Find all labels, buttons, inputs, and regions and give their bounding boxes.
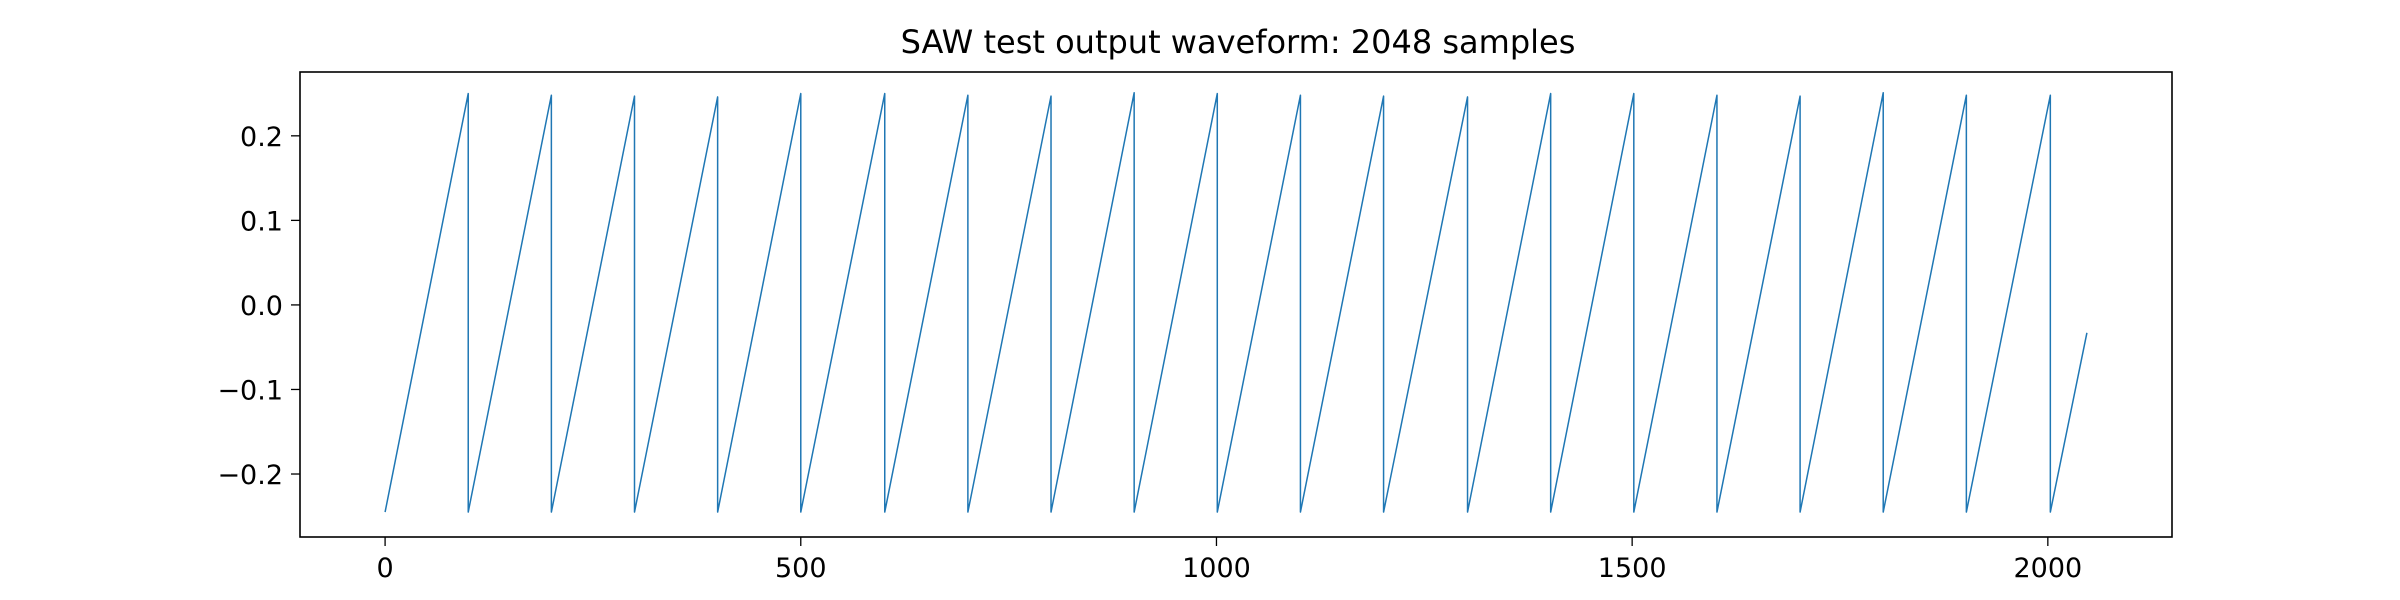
x-tick-label: 2000	[2013, 553, 2082, 584]
y-tick-label: 0.1	[240, 206, 283, 237]
x-axis: 0 500 1000 1500 2000	[376, 537, 2082, 584]
chart-title: SAW test output waveform: 2048 samples	[901, 23, 1576, 61]
y-tick-label: 0.2	[240, 122, 283, 153]
x-tick-label: 1500	[1598, 553, 1667, 584]
x-tick-label: 0	[376, 553, 393, 584]
plot-frame	[299, 71, 2173, 538]
y-tick-label: −0.2	[217, 460, 283, 491]
y-tick-label: 0.0	[240, 291, 283, 322]
y-tick-label: −0.1	[217, 375, 283, 406]
x-tick-label: 500	[775, 553, 827, 584]
y-axis: −0.2 −0.1 0.0 0.1 0.2	[217, 122, 300, 491]
x-tick-label: 1000	[1182, 553, 1251, 584]
series-line	[384, 91, 2088, 513]
